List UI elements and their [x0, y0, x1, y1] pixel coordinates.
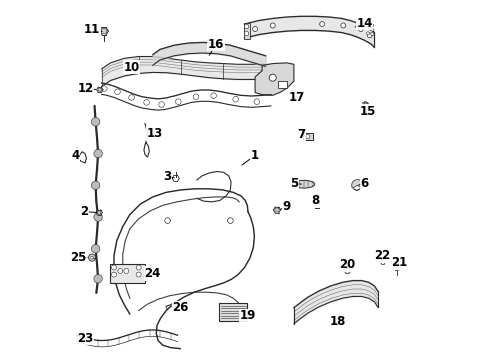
Text: 19: 19: [239, 309, 256, 322]
Circle shape: [98, 88, 102, 91]
Text: 9: 9: [282, 200, 290, 213]
Circle shape: [370, 24, 373, 27]
Circle shape: [232, 96, 238, 102]
Circle shape: [252, 27, 257, 31]
Text: 16: 16: [208, 38, 224, 51]
Circle shape: [244, 24, 248, 29]
Text: 4: 4: [71, 149, 79, 162]
Text: 8: 8: [310, 194, 319, 207]
Text: 22: 22: [373, 249, 389, 262]
Text: 13: 13: [146, 127, 163, 140]
Text: 20: 20: [338, 258, 354, 271]
Circle shape: [88, 254, 96, 261]
Circle shape: [91, 181, 100, 189]
Circle shape: [368, 28, 371, 30]
Text: 2: 2: [80, 205, 88, 218]
Circle shape: [393, 264, 399, 271]
Text: 3: 3: [163, 170, 171, 183]
Circle shape: [91, 118, 100, 126]
Circle shape: [319, 22, 324, 27]
Bar: [278, 81, 286, 87]
Circle shape: [358, 27, 363, 31]
Circle shape: [362, 103, 368, 109]
Circle shape: [101, 28, 107, 34]
Circle shape: [94, 275, 102, 283]
Circle shape: [344, 268, 349, 274]
Text: 12: 12: [78, 82, 94, 95]
Text: 10: 10: [123, 60, 140, 73]
Circle shape: [270, 23, 275, 28]
Text: 1: 1: [250, 149, 259, 162]
Circle shape: [97, 211, 101, 214]
Bar: [109, 264, 145, 283]
Text: 5: 5: [289, 177, 297, 190]
Text: 11: 11: [84, 23, 100, 36]
Circle shape: [114, 89, 120, 95]
Text: 7: 7: [296, 128, 305, 141]
Text: 15: 15: [359, 105, 375, 118]
Circle shape: [101, 86, 107, 91]
Circle shape: [210, 93, 216, 99]
Circle shape: [118, 269, 122, 274]
Circle shape: [193, 94, 199, 100]
Text: 23: 23: [77, 332, 93, 345]
Circle shape: [274, 208, 279, 212]
Bar: [219, 303, 247, 321]
Bar: [244, 23, 250, 39]
Bar: [302, 134, 312, 140]
Ellipse shape: [292, 180, 314, 188]
Circle shape: [123, 269, 128, 274]
Circle shape: [227, 218, 233, 224]
Circle shape: [136, 272, 141, 277]
Text: 14: 14: [356, 17, 372, 30]
Circle shape: [370, 28, 373, 31]
Text: 17: 17: [288, 91, 304, 104]
Circle shape: [171, 303, 175, 307]
Circle shape: [175, 99, 181, 104]
Circle shape: [111, 265, 116, 270]
Circle shape: [91, 244, 100, 253]
Text: 25: 25: [70, 251, 86, 264]
Polygon shape: [255, 63, 293, 95]
Circle shape: [244, 31, 248, 36]
Circle shape: [159, 102, 164, 107]
Text: 18: 18: [329, 315, 346, 328]
Text: 26: 26: [172, 301, 188, 314]
Circle shape: [253, 99, 259, 104]
Circle shape: [90, 256, 93, 259]
Circle shape: [314, 194, 319, 198]
Circle shape: [94, 149, 102, 158]
Circle shape: [340, 23, 345, 28]
Text: 24: 24: [144, 267, 161, 280]
Circle shape: [370, 32, 373, 35]
Circle shape: [94, 213, 102, 221]
Circle shape: [136, 265, 141, 270]
Text: 6: 6: [360, 177, 368, 190]
Circle shape: [269, 74, 276, 81]
Circle shape: [366, 32, 368, 35]
Circle shape: [305, 135, 309, 139]
Circle shape: [366, 23, 368, 26]
Circle shape: [366, 33, 371, 38]
Circle shape: [128, 95, 134, 100]
Circle shape: [111, 272, 116, 277]
Circle shape: [164, 218, 170, 224]
Circle shape: [143, 100, 149, 105]
Text: 21: 21: [391, 256, 407, 269]
Wedge shape: [351, 180, 362, 188]
